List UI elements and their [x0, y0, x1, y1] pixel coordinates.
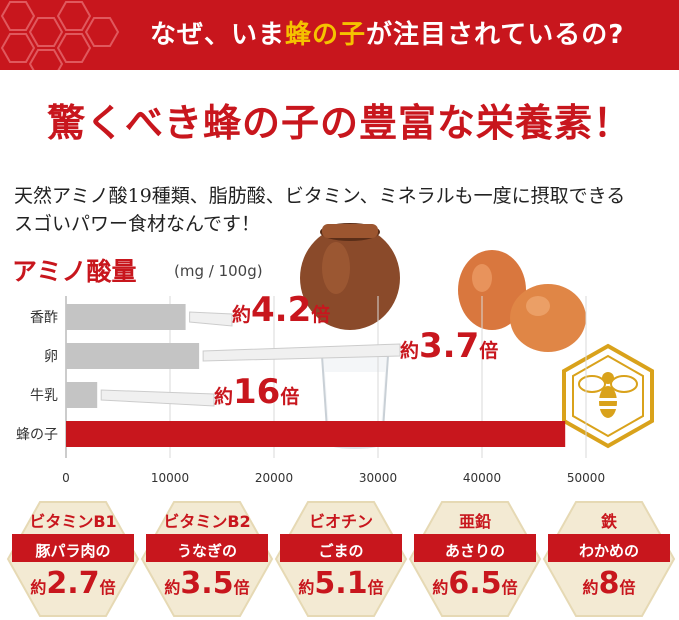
nutrient-badges: ビタミンB1 豚パラ肉の 約2.7倍 ビタミンB2 うなぎの 約3.5倍 ビオチ…: [0, 500, 679, 620]
badge-value: 8: [598, 566, 620, 601]
callout-egg-value: 3.7: [419, 326, 480, 366]
badge-value: 2.7: [46, 566, 100, 601]
badge-vitamin-b1: ビタミンB1 豚パラ肉の 約2.7倍: [6, 500, 140, 618]
badge-suffix: 倍: [99, 578, 116, 597]
badge-food: 豚パラ肉の: [35, 542, 111, 560]
badge-value: 6.5: [448, 566, 502, 601]
badge-prefix: 約: [164, 578, 181, 597]
banner-text-before: なぜ、いま: [150, 20, 286, 50]
honeycomb-pattern-icon: [0, 1, 120, 70]
badge-prefix: 約: [582, 578, 599, 597]
badge-multiplier: 約6.5倍: [408, 566, 542, 601]
banner-text-highlight: 蜂の子: [285, 20, 367, 50]
badge-hex-icon: [140, 501, 274, 617]
callout-connector: [202, 343, 401, 362]
badge-nutrient: ビオチン: [308, 512, 373, 531]
badge-multiplier: 約8倍: [542, 566, 676, 601]
bar-2: [66, 382, 98, 408]
badge-nutrient: 鉄: [600, 512, 617, 531]
top-banner: なぜ、いま蜂の子が注目されているの?: [0, 0, 679, 70]
category-label: 牛乳: [30, 388, 58, 404]
badge-value: 3.5: [180, 566, 234, 601]
callout-connector: [100, 389, 215, 407]
vinegar-pot-icon: [300, 223, 400, 330]
badge-iron: 鉄 わかめの 約8倍: [542, 500, 676, 618]
x-tick-label: 10000: [151, 471, 189, 485]
intro-text: 天然アミノ酸19種類、脂肪酸、ビタミン、ミネラルも一度に摂取できる スゴいパワー…: [14, 182, 674, 238]
bee-icon: [562, 343, 654, 449]
badge-food: うなぎの: [176, 542, 237, 560]
callout-milk-value: 16: [233, 372, 281, 412]
callout-egg-prefix: 約: [400, 340, 420, 362]
x-tick-label: 30000: [359, 471, 397, 485]
badge-vitamin-b2: ビタミンB2 うなぎの 約3.5倍: [140, 500, 274, 618]
callout-egg-suffix: 倍: [479, 340, 499, 362]
bars: [66, 304, 566, 447]
callout-vinegar: 約4.2倍: [232, 290, 330, 330]
badge-food: ごまの: [318, 542, 364, 560]
chart-title: アミノ酸量: [12, 257, 137, 286]
x-tick-label: 50000: [567, 471, 605, 485]
badge-nutrient: 亜鉛: [458, 512, 491, 531]
x-tick-labels: 0 10000 20000 30000 40000 50000: [62, 471, 605, 485]
badge-multiplier: 約2.7倍: [6, 566, 140, 601]
badge-food: わかめの: [578, 542, 639, 560]
badge-multiplier: 約3.5倍: [140, 566, 274, 601]
callout-connectors: [100, 311, 401, 407]
category-label: 蜂の子: [16, 427, 58, 443]
x-tick-label: 0: [62, 471, 70, 485]
callout-vinegar-suffix: 倍: [311, 304, 331, 326]
badge-biotin: ビオチン ごまの 約5.1倍: [274, 500, 408, 618]
badge-nutrient: ビタミンB2: [163, 512, 251, 531]
badge-prefix: 約: [298, 578, 315, 597]
badge-prefix: 約: [432, 578, 449, 597]
bar-3: [66, 421, 566, 447]
badge-suffix: 倍: [367, 578, 384, 597]
badge-value: 5.1: [314, 566, 368, 601]
chart-unit: (mg / 100g): [174, 262, 263, 280]
callout-connector: [189, 311, 233, 327]
badge-prefix: 約: [30, 578, 47, 597]
badge-hex-icon: [274, 501, 408, 617]
badge-multiplier: 約5.1倍: [274, 566, 408, 601]
eggs-icon: [458, 250, 586, 352]
badge-suffix: 倍: [619, 578, 636, 597]
badge-hex-icon: [408, 501, 542, 617]
badge-hex-icon: [542, 501, 676, 617]
banner-text-after: が注目されているの?: [366, 20, 625, 50]
callout-vinegar-prefix: 約: [232, 304, 252, 326]
intro-line-1: 天然アミノ酸19種類、脂肪酸、ビタミン、ミネラルも一度に摂取できる: [14, 185, 626, 207]
x-tick-label: 20000: [255, 471, 293, 485]
callout-vinegar-value: 4.2: [251, 290, 312, 330]
badge-suffix: 倍: [233, 578, 250, 597]
badge-zinc: 亜鉛 あさりの 約6.5倍: [408, 500, 542, 618]
headline: 驚くべき蜂の子の豊富な栄養素！: [46, 101, 632, 145]
badge-food: あさりの: [444, 542, 505, 560]
badge-hex-icon: [6, 501, 140, 617]
banner-title: なぜ、いま蜂の子が注目されているの?: [150, 14, 670, 51]
badge-suffix: 倍: [501, 578, 518, 597]
x-tick-label: 40000: [463, 471, 501, 485]
bar-0: [66, 304, 186, 330]
callout-milk: 約16倍: [214, 372, 299, 412]
badge-nutrient: ビタミンB1: [29, 512, 117, 531]
callout-milk-prefix: 約: [214, 386, 234, 408]
category-label: 卵: [44, 349, 58, 365]
category-label: 香酢: [30, 310, 58, 326]
bar-1: [66, 343, 200, 369]
callout-milk-suffix: 倍: [280, 386, 300, 408]
intro-line-2: スゴいパワー食材なんです！: [14, 213, 261, 235]
callout-egg: 約3.7倍: [400, 326, 498, 366]
